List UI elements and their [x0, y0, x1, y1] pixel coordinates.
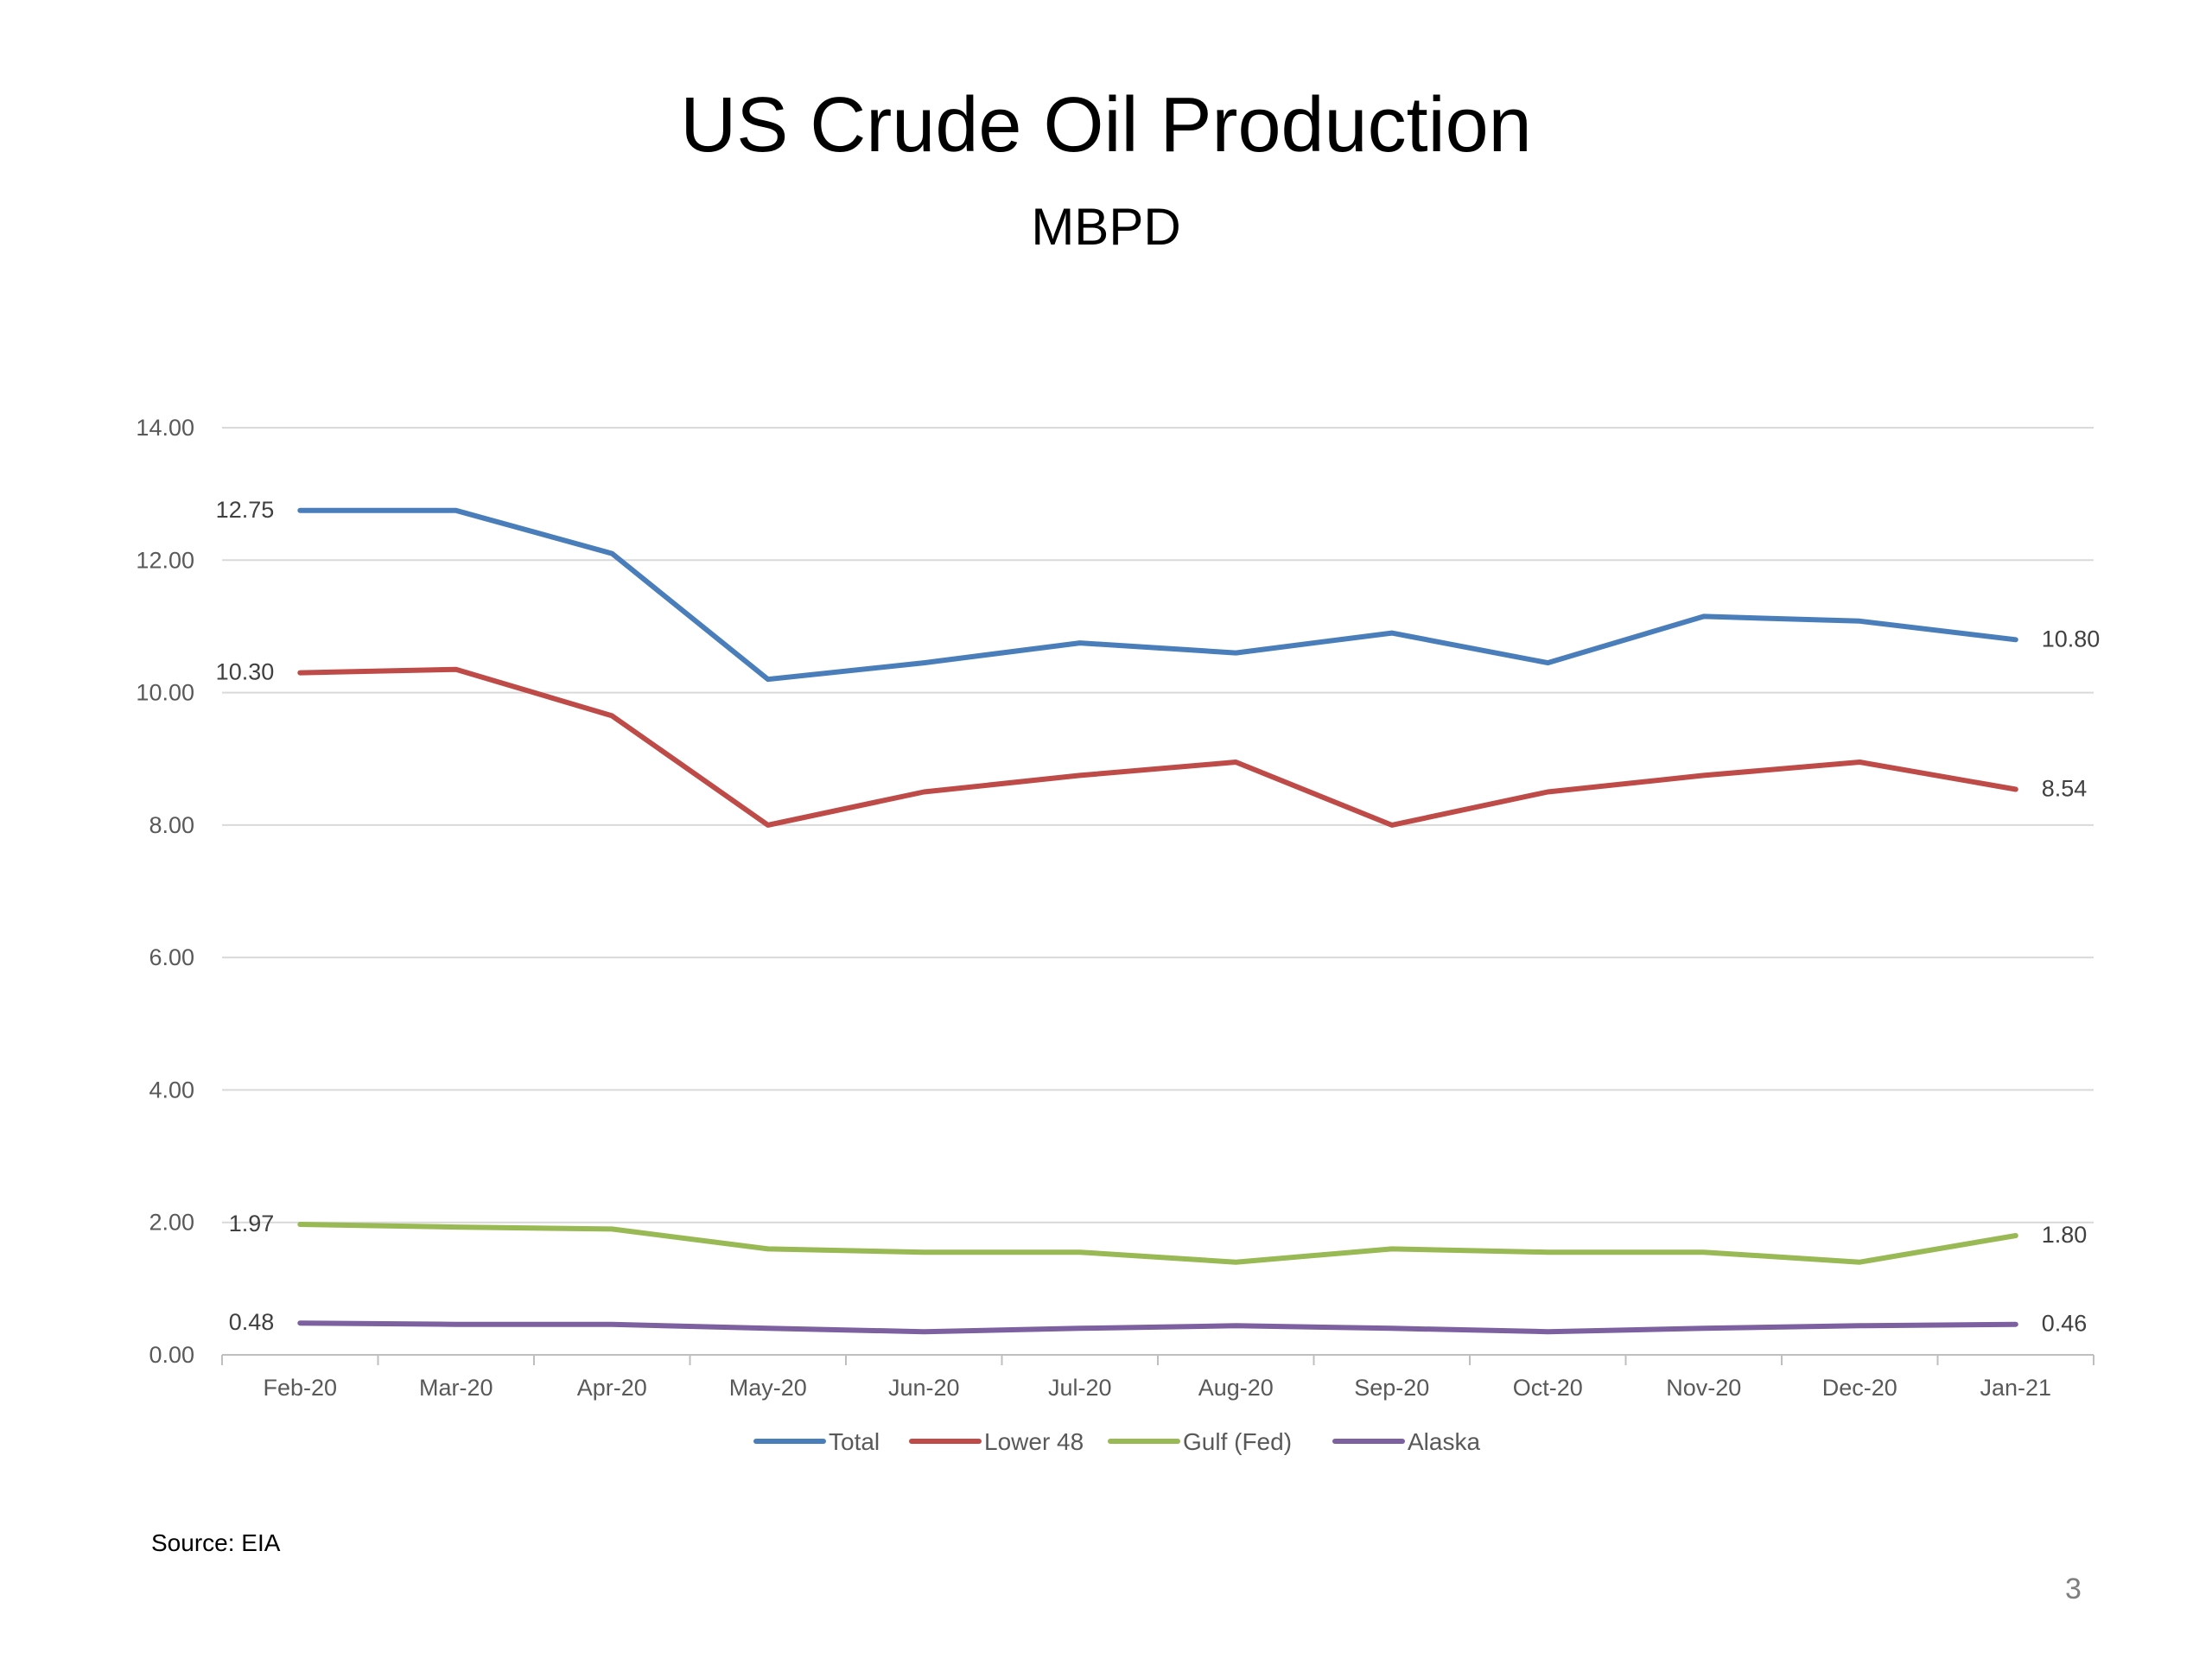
legend: Total Lower 48 Gulf (Fed) Alaska — [753, 1428, 1480, 1455]
data-label-last-alaska: 0.46 — [2042, 1311, 2088, 1337]
data-label-first-alaska: 0.48 — [229, 1309, 275, 1335]
y-tick-label: 14.00 — [136, 415, 194, 441]
y-tick-label: 6.00 — [149, 944, 194, 970]
x-tick-label: Sep-20 — [1354, 1375, 1429, 1401]
series-lines — [297, 507, 2018, 1335]
x-tick-label: Jan-21 — [1980, 1375, 2051, 1401]
chart-title: US Crude Oil Production — [680, 82, 1532, 168]
source-note: Source: EIA — [151, 1529, 281, 1556]
data-label-last-lower-48: 8.54 — [2042, 775, 2088, 801]
x-tick-label: Jul-20 — [1048, 1375, 1112, 1401]
y-tick-label: 0.00 — [149, 1342, 194, 1368]
y-tick-label: 8.00 — [149, 812, 194, 838]
y-tick-label: 2.00 — [149, 1210, 194, 1236]
legend-label-gulf-fed: Gulf (Fed) — [1183, 1428, 1292, 1455]
x-tick-label: Mar-20 — [419, 1375, 493, 1401]
axes: 0.00 2.00 4.00 6.00 8.00 10.00 12.00 14.00 Feb-2… — [136, 415, 2094, 1401]
series-line-total — [297, 507, 2018, 683]
series-line-lower-48 — [297, 666, 2018, 828]
x-tick-label: Jun-20 — [888, 1375, 960, 1401]
x-tick-label: Oct-20 — [1513, 1375, 1583, 1401]
legend-label-total: Total — [829, 1428, 880, 1455]
legend-label-alaska: Alaska — [1408, 1428, 1480, 1455]
x-tick-label: Apr-20 — [577, 1375, 647, 1401]
x-tick-label: May-20 — [729, 1375, 807, 1401]
chart-subtitle: MBPD — [1031, 198, 1181, 256]
gridlines — [222, 427, 2094, 1224]
legend-label-lower-48: Lower 48 — [984, 1428, 1084, 1455]
series-line-alaska — [297, 1320, 2018, 1335]
data-label-first-total: 12.75 — [216, 497, 275, 523]
data-label-first-gulf-fed: 1.97 — [229, 1211, 275, 1236]
page-number: 3 — [2065, 1573, 2082, 1605]
data-label-last-gulf-fed: 1.80 — [2042, 1222, 2088, 1248]
series-line-gulf-fed — [297, 1222, 2018, 1265]
data-label-first-lower-48: 10.30 — [216, 659, 275, 685]
y-tick-label: 10.00 — [136, 680, 194, 706]
x-tick-label: Nov-20 — [1666, 1375, 1741, 1401]
y-tick-label: 4.00 — [149, 1077, 194, 1103]
data-labels: 12.75 10.80 10.30 8.54 1.97 1.80 0.48 0.46 — [216, 497, 2101, 1337]
x-tick-label: Feb-20 — [263, 1375, 337, 1401]
x-tick-label: Aug-20 — [1198, 1375, 1274, 1401]
x-tick-label: Dec-20 — [1822, 1375, 1897, 1401]
data-label-last-total: 10.80 — [2042, 626, 2101, 652]
y-tick-label: 12.00 — [136, 547, 194, 573]
